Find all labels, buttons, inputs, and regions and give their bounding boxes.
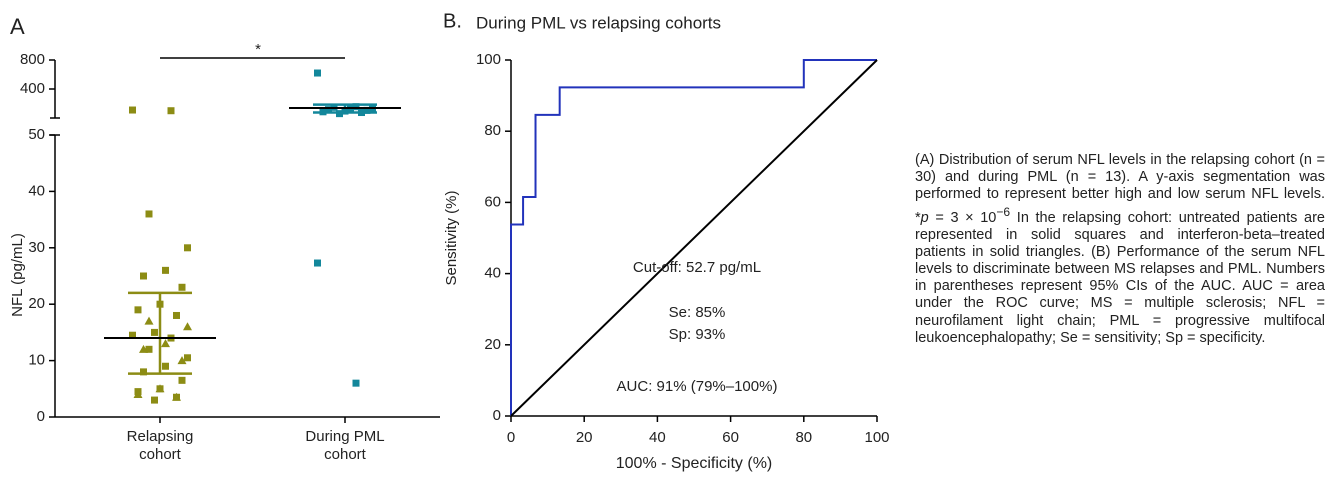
data-point [183, 322, 192, 331]
data-point [167, 107, 175, 115]
x-tick-label: During PML cohort [305, 428, 385, 463]
data-point [184, 354, 191, 362]
annotation: Sp: 93% [669, 326, 726, 343]
data-point [155, 384, 165, 393]
chart-title: During PML vs relapsing cohorts [476, 13, 721, 32]
data-point [145, 210, 153, 218]
y-tick-label: 400 [20, 80, 45, 97]
y-tick-label: 0 [493, 407, 501, 424]
data-point [162, 362, 169, 370]
y-tick-label: 50 [28, 126, 45, 143]
x-tick-label: 80 [795, 429, 812, 446]
y-tick-label: 800 [20, 51, 45, 68]
data-point [162, 266, 169, 274]
data-point [363, 106, 371, 114]
annotation: Se: 85% [669, 304, 726, 321]
data-point [140, 368, 147, 376]
y-tick-label: 40 [484, 265, 501, 282]
data-point [172, 392, 181, 401]
caption-text: (A) Distribution of serum NFL levels in … [915, 152, 1325, 226]
y-tick-label: 20 [484, 336, 501, 353]
data-point [347, 105, 354, 113]
x-tick-label: 20 [576, 429, 593, 446]
data-point [140, 272, 147, 280]
annotation: AUC: 91% (79%–100%) [617, 378, 778, 395]
data-point [352, 379, 360, 387]
roc-line [510, 59, 878, 417]
data-point [151, 396, 158, 404]
data-point [178, 283, 186, 291]
panel-label: B. [443, 10, 462, 32]
significance: * [255, 41, 261, 58]
data-point [161, 339, 170, 348]
y-axis-label: NFL (pg/mL) [9, 233, 26, 317]
roc-line [510, 59, 877, 416]
y-axis-label: Sensitivity (%) [443, 190, 460, 285]
x-tick-label: 0 [507, 429, 515, 446]
data-point [184, 244, 191, 252]
caption-text: p [920, 209, 929, 226]
data-point [314, 259, 321, 267]
panel-label: A [10, 14, 25, 39]
data-point [129, 331, 136, 339]
y-tick-label: 20 [28, 295, 45, 312]
data-point [134, 306, 142, 314]
data-point [177, 356, 187, 365]
caption-text: In the relapsing cohort: untreated patie… [915, 209, 1325, 346]
caption: (A) Distribution of serum NFL levels in … [915, 152, 1325, 347]
y-tick-label: 40 [28, 182, 45, 199]
data-point [144, 316, 154, 325]
y-tick-label: 80 [484, 122, 501, 139]
y-tick-label: 100 [476, 51, 501, 68]
y-tick-label: 60 [484, 193, 501, 210]
y-tick-label: 10 [28, 352, 45, 369]
data-point [139, 344, 148, 353]
x-tick-label: 40 [649, 429, 666, 446]
x-tick-label: 100 [864, 429, 889, 446]
data-point [314, 69, 321, 77]
data-point [129, 106, 136, 114]
data-point [133, 389, 143, 398]
caption-text: −6 [996, 204, 1011, 219]
annotation: Cut-off: 52.7 pg/mL [633, 259, 761, 276]
x-tick-label: 60 [722, 429, 739, 446]
data-point [178, 376, 186, 384]
y-tick-label: 0 [37, 408, 45, 425]
data-point [325, 106, 332, 114]
x-axis-label: 100% - Specificity (%) [616, 455, 773, 472]
x-tick-label: Relapsing cohort [126, 428, 194, 463]
data-point [173, 311, 180, 319]
data-point [151, 328, 158, 336]
y-tick-label: 30 [28, 239, 45, 256]
data-point [145, 345, 153, 353]
data-point [352, 103, 360, 111]
caption-text: = 3 × 10 [928, 209, 997, 226]
